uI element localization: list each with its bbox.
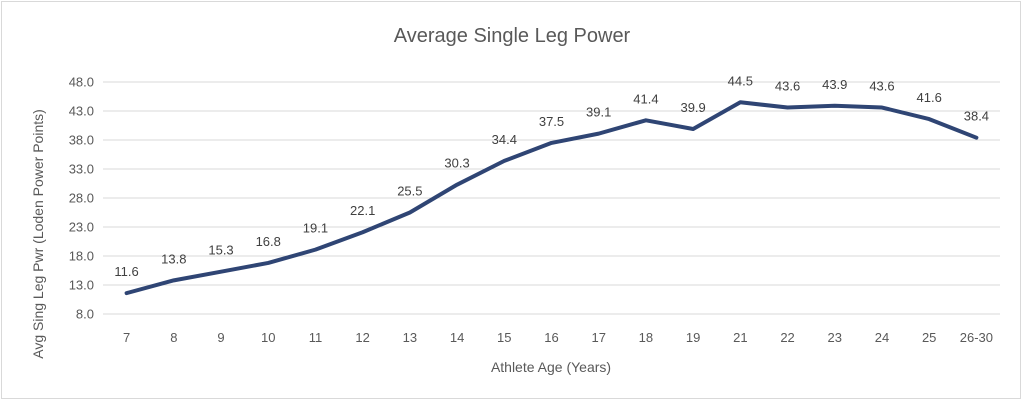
x-tick-label: 17 xyxy=(591,330,605,345)
x-tick-label: 12 xyxy=(355,330,369,345)
data-label: 16.8 xyxy=(256,234,281,249)
x-tick-label: 8 xyxy=(170,330,177,345)
x-tick-label: 16 xyxy=(544,330,558,345)
x-tick-label: 14 xyxy=(450,330,464,345)
data-label: 39.1 xyxy=(586,105,611,120)
data-label: 22.1 xyxy=(350,203,375,218)
data-label: 37.5 xyxy=(539,114,564,129)
series-line xyxy=(124,100,979,296)
data-label: 13.8 xyxy=(161,251,186,266)
x-tick-label: 21 xyxy=(733,330,747,345)
x-tick-label: 23 xyxy=(828,330,842,345)
y-axis-title: Avg Sing Leg Pwr (Loden Power Points) xyxy=(30,109,46,359)
x-tick-label: 19 xyxy=(686,330,700,345)
x-tick-label: 25 xyxy=(922,330,936,345)
x-tick-label: 18 xyxy=(639,330,653,345)
data-labels: 11.6 13.8 15.3 16.8 19.1 22.1 25.5 30.3 34.4 37.5… xyxy=(114,73,989,279)
data-label: 41.4 xyxy=(633,91,658,106)
y-tick-label: 18.0 xyxy=(69,249,94,264)
data-label: 19.1 xyxy=(303,221,328,236)
y-axis-ticks: 8.0 13.0 18.0 23.0 28.0 33.0 38.0 43.0 48.0 xyxy=(69,75,94,322)
x-tick-label: 13 xyxy=(403,330,417,345)
data-label: 43.9 xyxy=(822,77,847,92)
x-axis-ticks: 7 8 9 10 11 12 13 14 15 16 17 18 19 21 22 23 24 25 26-30 xyxy=(123,330,993,345)
x-tick-label: 10 xyxy=(261,330,275,345)
data-label: 43.6 xyxy=(869,79,894,94)
y-tick-label: 8.0 xyxy=(76,307,94,322)
data-label: 39.9 xyxy=(680,100,705,115)
y-tick-label: 28.0 xyxy=(69,191,94,206)
y-tick-label: 33.0 xyxy=(69,162,94,177)
data-label: 15.3 xyxy=(208,243,233,258)
x-tick-label: 15 xyxy=(497,330,511,345)
data-label: 25.5 xyxy=(397,184,422,199)
y-tick-label: 23.0 xyxy=(69,220,94,235)
x-axis-title: Athlete Age (Years) xyxy=(491,359,611,375)
chart-title: Average Single Leg Power xyxy=(394,25,631,47)
data-label: 11.6 xyxy=(114,264,138,279)
data-label: 38.4 xyxy=(964,109,989,124)
y-tick-label: 43.0 xyxy=(69,104,94,119)
y-tick-label: 13.0 xyxy=(69,278,94,293)
data-label: 30.3 xyxy=(444,156,469,171)
x-tick-label: 9 xyxy=(217,330,224,345)
data-label: 43.6 xyxy=(775,79,800,94)
x-tick-label: 26-30 xyxy=(960,330,993,345)
y-tick-label: 38.0 xyxy=(69,133,94,148)
gridlines xyxy=(103,81,1000,315)
x-tick-label: 24 xyxy=(875,330,889,345)
x-tick-label: 22 xyxy=(780,330,794,345)
x-tick-label: 11 xyxy=(309,330,323,345)
data-label: 44.5 xyxy=(728,73,753,88)
y-tick-label: 48.0 xyxy=(69,75,94,90)
x-tick-label: 7 xyxy=(123,330,130,345)
data-label: 41.6 xyxy=(917,90,942,105)
data-label: 34.4 xyxy=(492,132,517,147)
